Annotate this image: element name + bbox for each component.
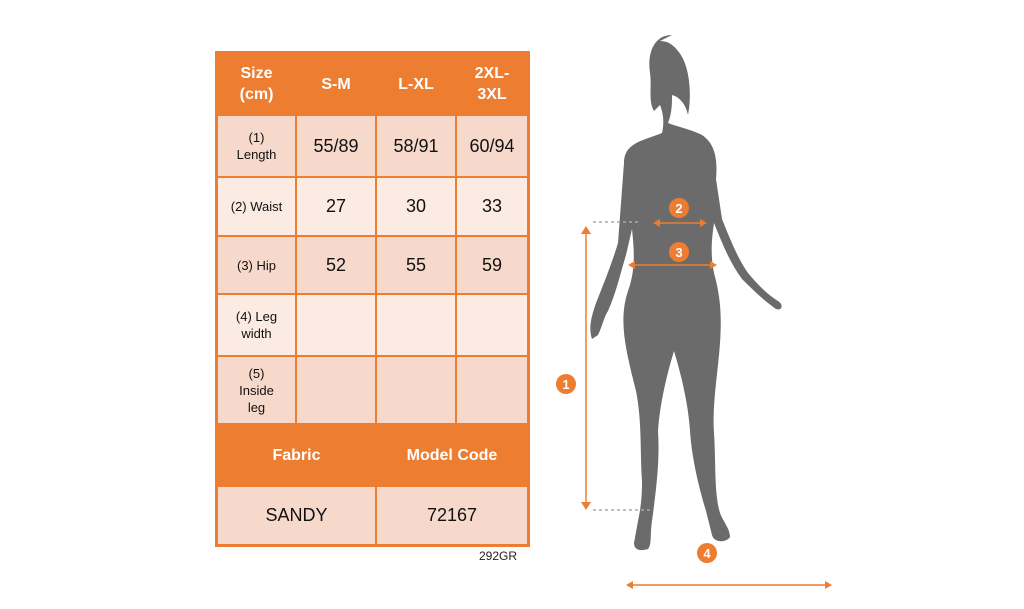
product-code: 292GR	[479, 549, 518, 563]
table-cell: 55/89	[296, 115, 376, 177]
marker-3: 3	[669, 242, 689, 262]
table-cell	[376, 356, 456, 424]
table-row-leg-width: (4) Leg width	[217, 294, 528, 356]
fabric-value: SANDY	[217, 486, 376, 545]
table-cell	[296, 356, 376, 424]
header-2xl-3xl: 2XL- 3XL	[456, 53, 528, 115]
table-cell: 30	[376, 177, 456, 236]
table-cell: 33	[456, 177, 528, 236]
table-cell	[456, 356, 528, 424]
measurement-arrows	[581, 219, 832, 589]
table-cell: 52	[296, 236, 376, 294]
table-cell: 27	[296, 177, 376, 236]
table-row-hip: (3) Hip 52 55 59	[217, 236, 528, 294]
header-model-code: Model Code	[376, 424, 528, 486]
svg-text:3: 3	[675, 245, 682, 260]
body-measurement-figure: 1 2 3 4	[556, 35, 832, 589]
svg-text:2: 2	[675, 201, 682, 216]
table-cell: 58/91	[376, 115, 456, 177]
marker-2: 2	[669, 198, 689, 218]
header-size: Size (cm)	[217, 53, 296, 115]
model-code-value: 72167	[376, 486, 528, 545]
table-row-length: (1) Length 55/89 58/91 60/94	[217, 115, 528, 177]
table-cell: 59	[456, 236, 528, 294]
table-cell: 55	[376, 236, 456, 294]
svg-text:4: 4	[703, 546, 711, 561]
table-cell: 60/94	[456, 115, 528, 177]
row-label: (5) Inside leg	[217, 356, 296, 424]
table-header-row: Size (cm) S-M L-XL 2XL- 3XL	[217, 53, 528, 115]
table-row-inside-leg: (5) Inside leg	[217, 356, 528, 424]
size-chart-table: Size (cm) S-M L-XL 2XL- 3XL (1) Length 5…	[215, 51, 530, 547]
row-label: (2) Waist	[217, 177, 296, 236]
marker-4: 4	[697, 543, 717, 563]
table-cell	[456, 294, 528, 356]
table-cell	[296, 294, 376, 356]
table-row-waist: (2) Waist 27 30 33	[217, 177, 528, 236]
marker-1: 1	[556, 374, 576, 394]
footer-header-row: Fabric Model Code	[217, 424, 528, 486]
header-l-xl: L-XL	[376, 53, 456, 115]
header-fabric: Fabric	[217, 424, 376, 486]
footer-value-row: SANDY 72167	[217, 486, 528, 545]
row-label: (1) Length	[217, 115, 296, 177]
row-label: (3) Hip	[217, 236, 296, 294]
table-cell	[376, 294, 456, 356]
header-s-m: S-M	[296, 53, 376, 115]
woman-silhouette	[590, 35, 782, 551]
svg-text:1: 1	[562, 377, 569, 392]
row-label: (4) Leg width	[217, 294, 296, 356]
